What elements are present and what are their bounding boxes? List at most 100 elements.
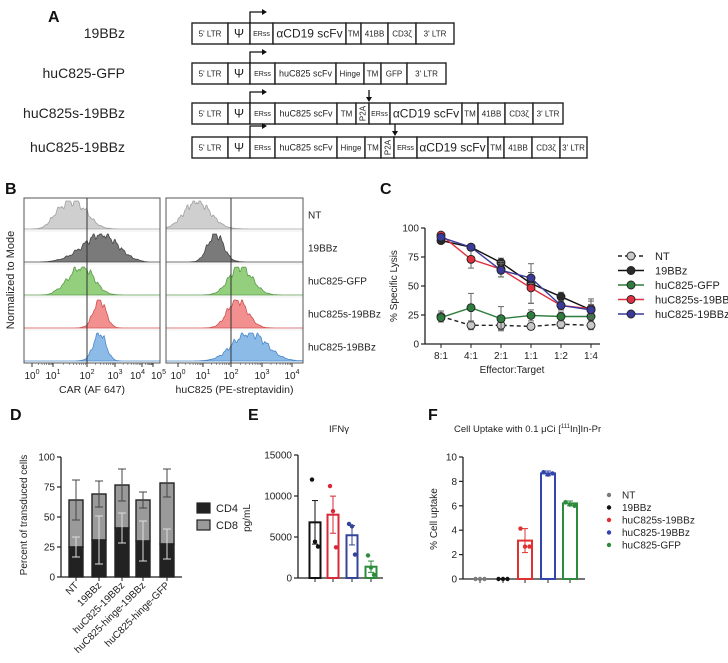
legend-marker <box>626 251 636 261</box>
series-huC825-19BBz: huC825-19BBz <box>436 232 728 321</box>
bar <box>540 472 556 580</box>
cleavage-arrowhead-icon <box>366 97 372 102</box>
y-tick-label: 8 <box>451 477 457 488</box>
data-point <box>522 544 528 549</box>
ifng-chart: 0 5000 10000 15000 IFNγ pg/mL <box>242 424 383 585</box>
x-tick-label: 1:1 <box>524 351 538 362</box>
data-point <box>371 572 377 577</box>
y-tick-label: 100 <box>402 224 419 235</box>
data-point <box>330 508 336 514</box>
construct-label: 19BBz <box>84 25 125 41</box>
panel-label-d: D <box>10 407 22 424</box>
segment-label-cd19scfv: αCD19 scFv <box>276 27 342 41</box>
data-point <box>327 483 333 489</box>
x-tick-label: 101 <box>45 369 60 382</box>
y-tick-label: 10000 <box>264 492 292 503</box>
segment-label-cd3: CD3ζ <box>392 29 412 38</box>
segment-label-41bb: 41BB <box>508 143 528 152</box>
sample-label: huC825s-19BBz <box>308 309 381 320</box>
y-tick-label: 50 <box>44 513 56 524</box>
segment-label-huc825scfv: huC825 scFv <box>279 69 333 79</box>
legend-label: NT <box>655 251 670 263</box>
segment-label-: Ψ <box>234 67 244 81</box>
histogram-huC825-19BBz <box>24 332 160 362</box>
segment-label-3ltr: 3' LTR <box>415 69 438 78</box>
legend-dot <box>606 530 612 535</box>
legend-label: huC825-GFP <box>622 541 681 552</box>
legend-dot <box>606 492 612 498</box>
construct-label: huC825s-19BBz <box>23 105 125 121</box>
series-line <box>440 236 592 311</box>
histogram-frame <box>165 197 304 364</box>
segment-label-: Ψ <box>234 141 244 155</box>
histogram-panel-0: 100 101 102 103 104 105 CAR (AF 647) <box>23 197 166 396</box>
segment-label-tm: TM <box>367 143 379 152</box>
legend-label: CD8 <box>216 520 238 532</box>
segment-box <box>559 136 588 159</box>
data-point <box>312 539 318 544</box>
segment-label-erss: ERss <box>254 145 271 152</box>
y-tick-label: 75 <box>408 253 420 264</box>
series-line <box>440 239 592 311</box>
y-tick-label: 0 <box>286 574 292 585</box>
cleavage-arrowhead-icon <box>392 131 398 136</box>
legend-swatch <box>196 519 211 531</box>
promoter-arrowhead-icon <box>262 49 267 55</box>
x-axis-label: CAR (AF 647) <box>59 384 125 396</box>
y-tick-label: 4 <box>451 526 457 537</box>
x-axis-label: huC825 (PE-streptavidin) <box>176 384 294 396</box>
segment-box <box>532 102 564 125</box>
panel-label-b: B <box>5 181 17 198</box>
y-tick-label: 50 <box>408 282 420 293</box>
x-tick-label: 104 <box>130 369 145 382</box>
promoter-arrow-icon <box>249 91 262 103</box>
segment-label-cd19scfv: αCD19 scFv <box>393 107 459 121</box>
construct-huC825-19BBz: huC825-19BBz 5' LTR Ψ ERss huC825 scFv Hinge T… <box>30 123 588 159</box>
y-tick-label: 15000 <box>264 451 292 462</box>
sample-label: NT <box>308 210 321 221</box>
y-tick-label: 10 <box>446 453 458 464</box>
legend-marker <box>626 266 636 275</box>
segment-label-41bb: 41BB <box>482 109 502 118</box>
legend-label: 19BBz <box>655 266 687 278</box>
segment-label-3ltr: 3' LTR <box>537 109 560 118</box>
x-tick-label: 1:2 <box>554 351 568 362</box>
histogram-huC825s-19BBz <box>166 299 303 329</box>
x-tick-label: 102 <box>79 369 94 382</box>
sample-label: huC825-GFP <box>308 276 367 287</box>
data-point <box>436 313 446 323</box>
histogram-panel-1: 100 101 102 103 104 huC825 (PE-streptavidin) <box>165 197 304 396</box>
x-tick-label: 2:1 <box>494 351 508 362</box>
x-tick-label: 1:4 <box>584 351 598 362</box>
data-point <box>586 320 596 330</box>
segment-label-tm: TM <box>464 109 476 118</box>
panel-label-e: E <box>248 407 259 424</box>
legend-label: huC825-19BBz <box>622 528 690 539</box>
promoter-arrowhead-icon <box>262 89 267 95</box>
lysis-chart: 0 25 50 75 100 8:1 4:1 2:1 1:1 1:2 1:4 Effector:Tar… <box>389 224 728 377</box>
legend-swatch <box>196 502 211 514</box>
construct-label: huC825-GFP <box>43 65 125 81</box>
construct-huC825-GFP: huC825-GFP 5' LTR Ψ ERss huC825 scFv Hinge TM G… <box>43 49 447 85</box>
y-axis-label: pg/mL <box>242 504 253 532</box>
segment-label-41bb: 41BB <box>365 29 385 38</box>
x-tick-label: 103 <box>107 369 122 382</box>
data-point <box>500 576 506 582</box>
data-point <box>518 526 523 531</box>
promoter-arrowhead-icon <box>262 123 267 129</box>
y-tick-label: 2 <box>451 550 457 561</box>
histogram-NT <box>165 200 303 230</box>
data-point <box>505 576 510 582</box>
segment-label-: Ψ <box>234 107 244 121</box>
promoter-arrowhead-icon <box>262 9 267 15</box>
segment-label-huc825scfv: huC825 scFv <box>279 143 333 153</box>
segment-label-5ltr: 5' LTR <box>199 29 222 38</box>
data-point <box>556 301 566 310</box>
y-tick-label: 75 <box>44 483 56 494</box>
data-point <box>526 283 536 293</box>
y-tick-label: 0 <box>49 573 55 584</box>
data-point <box>436 232 446 242</box>
data-point <box>482 576 487 582</box>
